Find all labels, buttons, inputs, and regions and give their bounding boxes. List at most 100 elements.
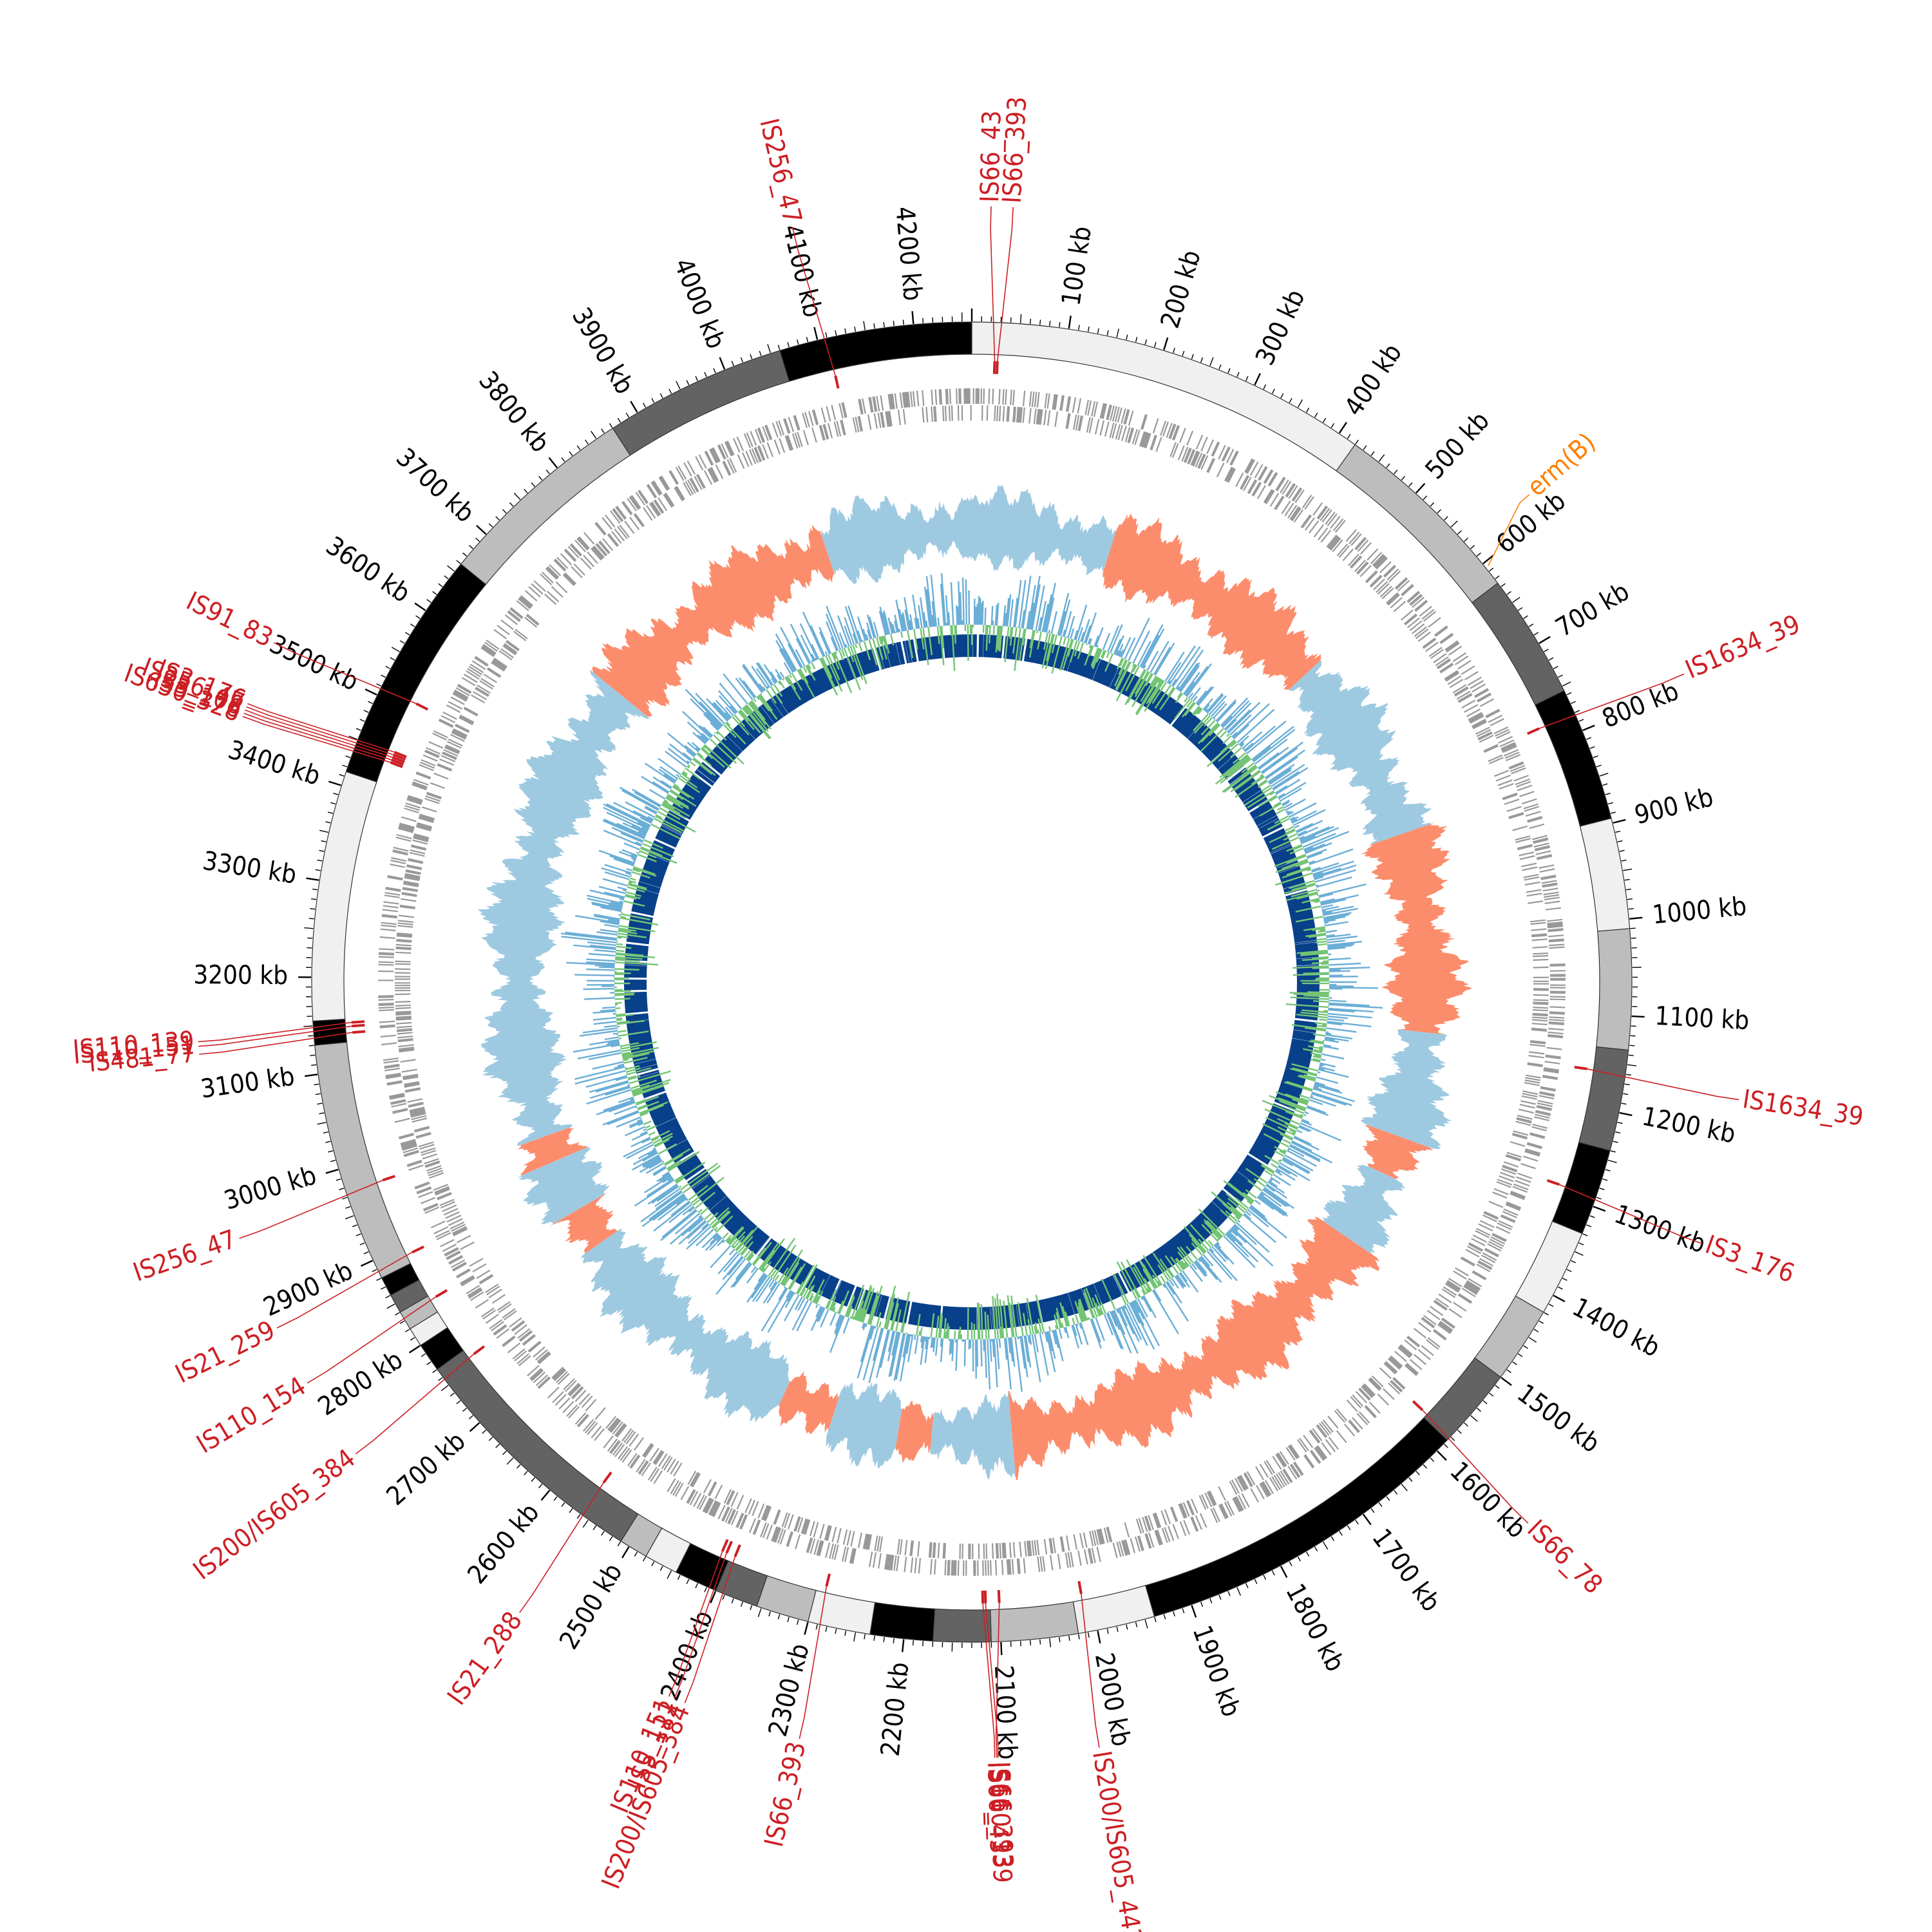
tick-mark <box>1553 1294 1566 1303</box>
tick-mark <box>825 1626 828 1632</box>
tick-mark <box>601 428 605 433</box>
tick-mark <box>1401 476 1405 481</box>
homology-mismatch <box>1258 818 1279 829</box>
tick-label-1300kb: 1300 kb <box>1611 1199 1710 1259</box>
tick-label-3800kb: 3800 kb <box>473 366 555 458</box>
homology-mismatch <box>1068 1293 1075 1314</box>
homology-mismatch <box>703 761 721 776</box>
tick-mark <box>1305 408 1310 413</box>
tick-mark <box>328 1150 334 1153</box>
homology-mismatch <box>760 705 775 724</box>
tick-mark <box>863 321 866 330</box>
tick-mark <box>1506 1369 1511 1374</box>
tick-mark <box>1470 1415 1478 1422</box>
tick-mark <box>548 457 558 468</box>
is-leader-line <box>273 642 417 705</box>
tick-mark <box>330 1159 336 1162</box>
tick-mark <box>1218 364 1222 370</box>
contig-segment <box>1578 1046 1629 1151</box>
is-element-mark <box>393 753 406 761</box>
tick-mark <box>1517 607 1523 611</box>
tick-mark <box>1629 916 1643 920</box>
gc-skew-track <box>477 484 1472 1481</box>
tick-mark <box>1586 1224 1591 1227</box>
homology-mismatch <box>709 1195 727 1211</box>
tick-mark <box>1154 1616 1157 1622</box>
tick-mark <box>1314 412 1318 418</box>
tick-mark <box>1227 368 1231 374</box>
tick-mark <box>368 701 373 705</box>
is-leader-line <box>198 1021 352 1043</box>
tick-mark <box>538 476 543 481</box>
tick-mark <box>404 632 410 636</box>
tick-mark <box>410 623 415 627</box>
is-leader-line <box>243 712 392 761</box>
tick-label-1100kb: 1100 kb <box>1654 1001 1750 1036</box>
tick-mark <box>502 509 507 514</box>
tick-mark <box>1200 1602 1204 1607</box>
tick-mark <box>426 599 431 603</box>
tick-mark <box>1589 1215 1595 1218</box>
tick-mark <box>1097 328 1099 334</box>
tick-mark <box>1607 1159 1617 1163</box>
tick-mark <box>844 328 847 334</box>
tick-mark <box>873 1635 875 1641</box>
tick-mark <box>1362 1513 1372 1526</box>
is-leader-line <box>1558 1184 1703 1244</box>
tick-label-700kb: 700 kb <box>1551 577 1634 643</box>
tick-mark <box>722 1595 725 1600</box>
tick-mark <box>330 802 336 805</box>
tick-mark <box>1331 423 1335 428</box>
tick-mark <box>1506 591 1511 595</box>
tick-mark <box>1523 1345 1528 1349</box>
tick-mark <box>1630 927 1636 929</box>
tick-mark <box>1539 636 1551 644</box>
homology-gap <box>913 638 920 663</box>
tick-mark <box>1394 469 1398 475</box>
homology-mismatch <box>726 735 743 752</box>
homology-mismatch <box>1226 765 1244 781</box>
homology-gap <box>623 977 649 980</box>
tick-mark <box>319 849 325 852</box>
homology-mismatch <box>972 634 973 657</box>
tick-mark <box>621 1546 630 1558</box>
tick-mark <box>1575 710 1580 713</box>
tick-mark <box>328 811 334 814</box>
tick-mark <box>902 319 904 325</box>
tick-label-4100kb: 4100 kb <box>777 222 828 320</box>
tick-mark <box>591 431 597 439</box>
tick-mark <box>506 1457 514 1465</box>
tick-mark <box>844 1631 847 1636</box>
tick-mark <box>538 1483 543 1488</box>
tick-mark <box>325 1168 339 1174</box>
tick-mark <box>835 330 837 336</box>
tick-mark <box>1615 1131 1621 1134</box>
tick-label-1700kb: 1700 kb <box>1366 1524 1446 1617</box>
homology-mismatch <box>1270 844 1291 853</box>
tick-label-1800kb: 1800 kb <box>1280 1579 1350 1676</box>
tick-mark <box>1627 898 1633 900</box>
tick-mark <box>1408 482 1413 487</box>
tick-mark <box>676 381 681 390</box>
homology-mismatch <box>637 1072 659 1079</box>
tick-mark <box>516 1464 521 1469</box>
tick-mark <box>1039 319 1041 325</box>
tick-mark <box>1126 1624 1128 1630</box>
tick-mark <box>325 1141 331 1143</box>
tick-label-4000kb: 4000 kb <box>668 254 731 353</box>
contig-segment <box>1471 582 1565 706</box>
tick-mark <box>381 1286 386 1290</box>
tick-mark <box>1607 802 1613 805</box>
tick-mark <box>553 1496 558 1501</box>
homology-gap <box>846 1284 858 1309</box>
is-leader-line <box>985 1603 999 1758</box>
homology-gap <box>900 639 907 665</box>
is-element-label: IS66_393 <box>998 96 1033 204</box>
is-element-label: IS110_139 <box>983 1761 1017 1884</box>
tick-mark <box>1528 1337 1537 1343</box>
tick-mark <box>456 560 461 564</box>
gc-skew-block-positive <box>1103 513 1321 690</box>
homology-mismatch <box>833 1280 842 1302</box>
tick-mark <box>1209 357 1214 366</box>
tick-mark <box>719 357 726 370</box>
